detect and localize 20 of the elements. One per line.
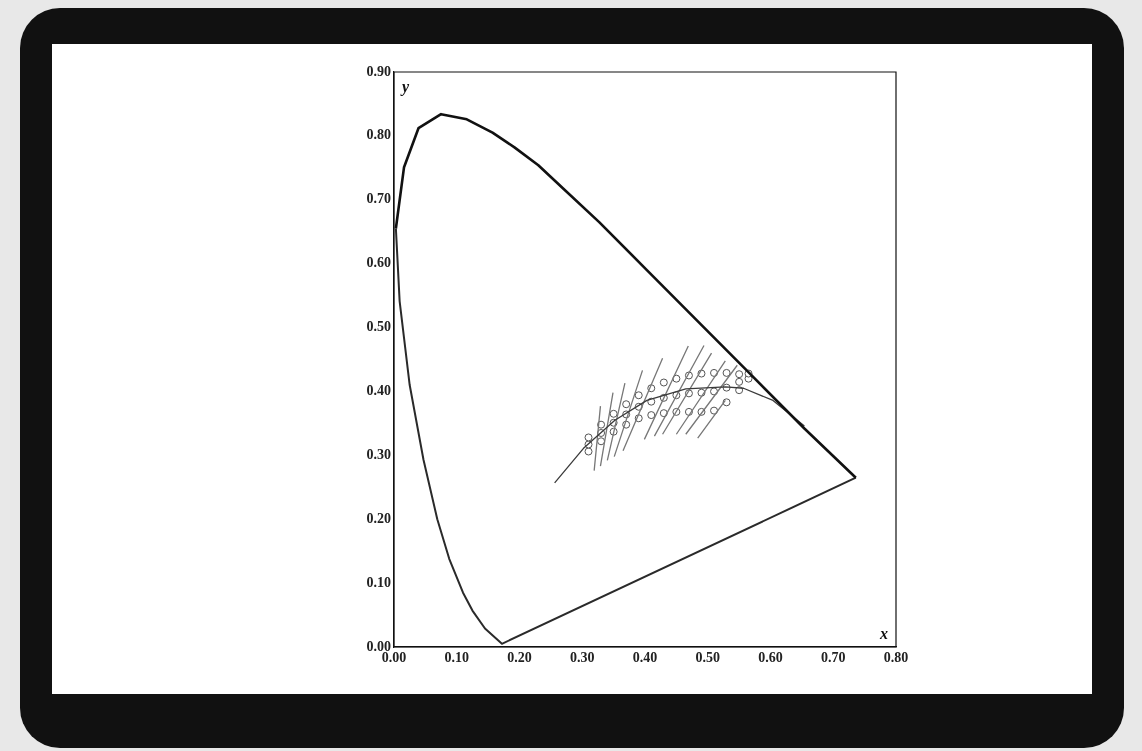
x-tick-label: 0.00	[381, 650, 407, 666]
x-tick-label: 0.20	[507, 650, 532, 666]
y-axis-title: y	[400, 78, 410, 97]
y-tick-label: 0.30	[366, 446, 391, 462]
x-tick-label: 0.30	[570, 650, 595, 666]
y-tick-label: 0.70	[366, 191, 391, 207]
y-tick-label: 0.50	[366, 319, 391, 335]
x-tick-label: 0.60	[758, 650, 783, 666]
y-tick-label: 0.90	[366, 63, 391, 79]
x-tick-label: 0.40	[632, 650, 658, 666]
y-tick-label: 0.40	[366, 383, 391, 399]
x-tick-label: 0.50	[695, 650, 720, 666]
y-tick-label: 0.60	[366, 255, 391, 271]
y-tick-label: 0.20	[366, 510, 391, 526]
x-tick-label: 0.70	[821, 650, 846, 666]
y-tick-label: 0.80	[366, 127, 391, 143]
x-tick-label: 0.80	[883, 650, 909, 666]
x-tick-label: 0.10	[444, 650, 469, 666]
x-axis-title: x	[879, 625, 888, 643]
y-tick-label: 0.10	[366, 574, 391, 590]
